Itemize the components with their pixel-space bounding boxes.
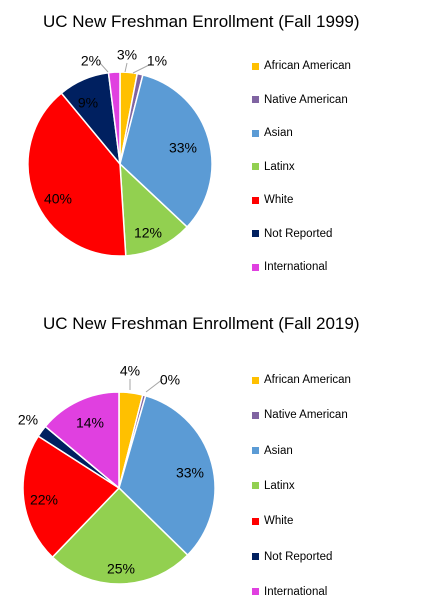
- legend-label: Not Reported: [264, 550, 333, 563]
- data-label: 12%: [134, 225, 162, 241]
- legend-item: Latinx: [252, 478, 295, 494]
- data-label: 33%: [169, 140, 197, 156]
- data-label: 4%: [120, 363, 140, 379]
- legend-swatch: [252, 62, 259, 70]
- leader-line: [145, 378, 164, 393]
- legend-swatch: [252, 163, 259, 170]
- leader-line: [132, 63, 152, 74]
- legend-label: African American: [264, 374, 351, 386]
- data-label: 9%: [78, 95, 98, 111]
- legend-swatch: [252, 517, 259, 525]
- legend-item: Native American: [252, 92, 348, 108]
- pie-slice-white: [22, 435, 121, 559]
- data-label: 40%: [44, 191, 72, 207]
- legend-swatch: [252, 376, 259, 384]
- legend-swatch: [252, 263, 259, 271]
- data-label: 2%: [18, 412, 38, 428]
- pie-plot: 4% 0% 33% 25% 22% 2% 14%: [18, 363, 216, 585]
- pie-slice-international: [107, 71, 121, 165]
- chart-title: UC New Freshman Enrollment (Fall 2019): [43, 314, 360, 333]
- legend-item: African American: [252, 58, 351, 74]
- legend-item: Asian: [252, 125, 293, 141]
- legend-swatch: [252, 96, 259, 103]
- legend-item: Not Reported: [252, 226, 332, 242]
- legend-label: International: [264, 585, 328, 598]
- legend-item: Native American: [252, 407, 348, 423]
- legend-item: International: [252, 259, 327, 275]
- data-label: 14%: [76, 415, 104, 431]
- legend-swatch: [252, 553, 259, 560]
- data-label: 22%: [30, 492, 58, 508]
- legend-label: Latinx: [264, 479, 295, 492]
- legend-label: Not Reported: [264, 227, 333, 240]
- legend-label: Asian: [264, 127, 293, 139]
- legend-label: Native American: [264, 409, 348, 422]
- data-label: 0%: [160, 372, 180, 388]
- legend-item: International: [252, 584, 327, 600]
- legend-label: African American: [264, 60, 351, 72]
- legend-item: African American: [252, 372, 351, 388]
- pie-chart-2019: UC New Freshman Enrollment (Fall 2019) 4…: [0, 302, 425, 604]
- pie-chart-1999: UC New Freshman Enrollment (Fall 1999) 3…: [27, 12, 360, 275]
- pie-plot: 3% 1% 33% 12% 40% 9% 2%: [27, 47, 213, 257]
- data-label: 33%: [176, 465, 204, 481]
- legend-label: White: [264, 194, 294, 206]
- leader-line: [99, 62, 109, 73]
- legend-swatch: [252, 447, 259, 455]
- legend-swatch: [252, 129, 259, 137]
- legend-label: White: [264, 515, 294, 528]
- legend-swatch: [252, 196, 259, 204]
- legend-swatch: [252, 482, 259, 490]
- pie-slice-asian: [118, 394, 216, 557]
- data-label: 1%: [147, 53, 167, 69]
- legend-label: Latinx: [264, 160, 295, 173]
- pie-slice-latinx: [51, 486, 189, 585]
- pie-slice-asian: [119, 73, 213, 229]
- pie-slice-white: [27, 92, 127, 257]
- legend-item: Latinx: [252, 159, 295, 175]
- chart-title: UC New Freshman Enrollment (Fall 1999): [43, 12, 360, 31]
- pie-slice-international: [44, 391, 120, 490]
- leader-line: [124, 62, 128, 73]
- legend-swatch: [252, 230, 259, 237]
- legend-label: Native American: [264, 93, 348, 106]
- data-label: 3%: [117, 47, 137, 63]
- legend-item: Not Reported: [252, 549, 332, 565]
- legend-swatch: [252, 411, 259, 419]
- legend-label: Asian: [264, 444, 293, 457]
- legend-label: International: [264, 261, 328, 273]
- data-label: 25%: [107, 561, 135, 577]
- pie-slice-latinx: [119, 162, 189, 257]
- legend-item: White: [252, 513, 293, 529]
- legend-swatch: [252, 588, 259, 596]
- legend-item: Asian: [252, 443, 293, 459]
- legend-item: White: [252, 192, 293, 208]
- data-label: 2%: [81, 53, 101, 69]
